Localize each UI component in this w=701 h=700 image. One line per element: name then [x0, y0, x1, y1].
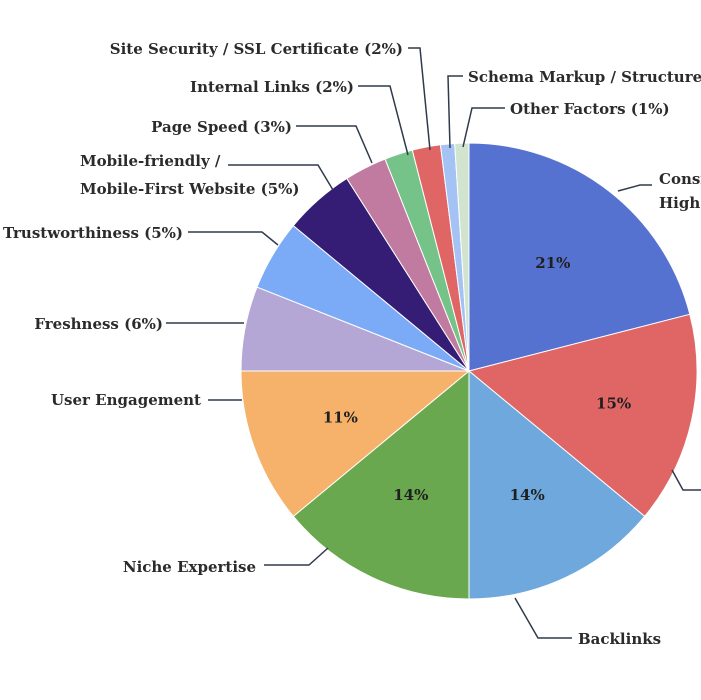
pie-slice-backlinks [468, 369, 646, 600]
leader-line [264, 547, 329, 566]
leader-line [617, 184, 652, 192]
category-label: Page Speed (3%) [151, 118, 292, 136]
leader-line [671, 469, 701, 491]
category-label-line: User Engagement [51, 391, 201, 409]
category-label: Internal Links (2%) [190, 78, 354, 96]
percent-labels: 21% 15% 14% 14% 11% [323, 254, 631, 504]
category-labels: Consi High- Backlinks Niche Expertise User E… [3, 40, 701, 648]
category-label-line: Site Security / SSL Certificate (2%) [110, 40, 403, 58]
category-label: User Engagement [51, 391, 201, 409]
leader-line [514, 597, 572, 639]
category-label-line: Mobile-First Website (5%) [80, 180, 300, 198]
category-label-line: Freshness (6%) [34, 315, 163, 333]
category-label-line: Schema Markup / Structured [468, 68, 701, 86]
category-label: Other Factors (1%) [510, 100, 670, 118]
category-label: Schema Markup / Structured [468, 68, 701, 86]
pie-slice-consistent-publication-of-satisfying-content [468, 142, 691, 372]
category-label-line: Other Factors (1%) [510, 100, 670, 118]
pie-slice-user-engagement [240, 370, 471, 518]
category-label: Site Security / SSL Certificate (2%) [110, 40, 403, 58]
category-label-line: Trustworthiness (5%) [3, 224, 183, 242]
pie-slices [240, 142, 698, 600]
category-label: Backlinks [578, 630, 661, 648]
category-label-line: Backlinks [578, 630, 661, 648]
pie-slice-slice-2 [467, 313, 698, 518]
percent-label: 11% [323, 408, 358, 426]
pie-slice-other-factors-1 [454, 142, 470, 372]
leader-lines [166, 47, 701, 639]
leader-line [462, 107, 505, 148]
percent-label: 14% [393, 486, 428, 504]
percent-label: 21% [535, 254, 570, 272]
category-label: Freshness (6%) [34, 315, 163, 333]
leader-line [228, 164, 334, 191]
leader-line [408, 47, 431, 151]
pie-slice-niche-expertise [292, 369, 470, 600]
category-label: Trustworthiness (5%) [3, 224, 183, 242]
category-label-line: High- [659, 194, 701, 212]
category-label-line: Page Speed (3%) [151, 118, 292, 136]
category-label-line: Niche Expertise [123, 558, 256, 576]
category-label: Mobile-friendly / Mobile-First Website (5… [80, 152, 300, 198]
leader-line [358, 85, 409, 156]
percent-label: 15% [596, 394, 631, 412]
category-label-line: Consi [659, 170, 701, 188]
category-label-line: Internal Links (2%) [190, 78, 354, 96]
category-label-line: Mobile-friendly / [80, 152, 221, 170]
category-label: Consi High- [659, 170, 701, 212]
percent-label: 14% [510, 486, 545, 504]
leader-line [296, 125, 373, 164]
leader-line [447, 75, 463, 149]
category-label: Niche Expertise [123, 558, 256, 576]
leader-line [188, 231, 279, 246]
